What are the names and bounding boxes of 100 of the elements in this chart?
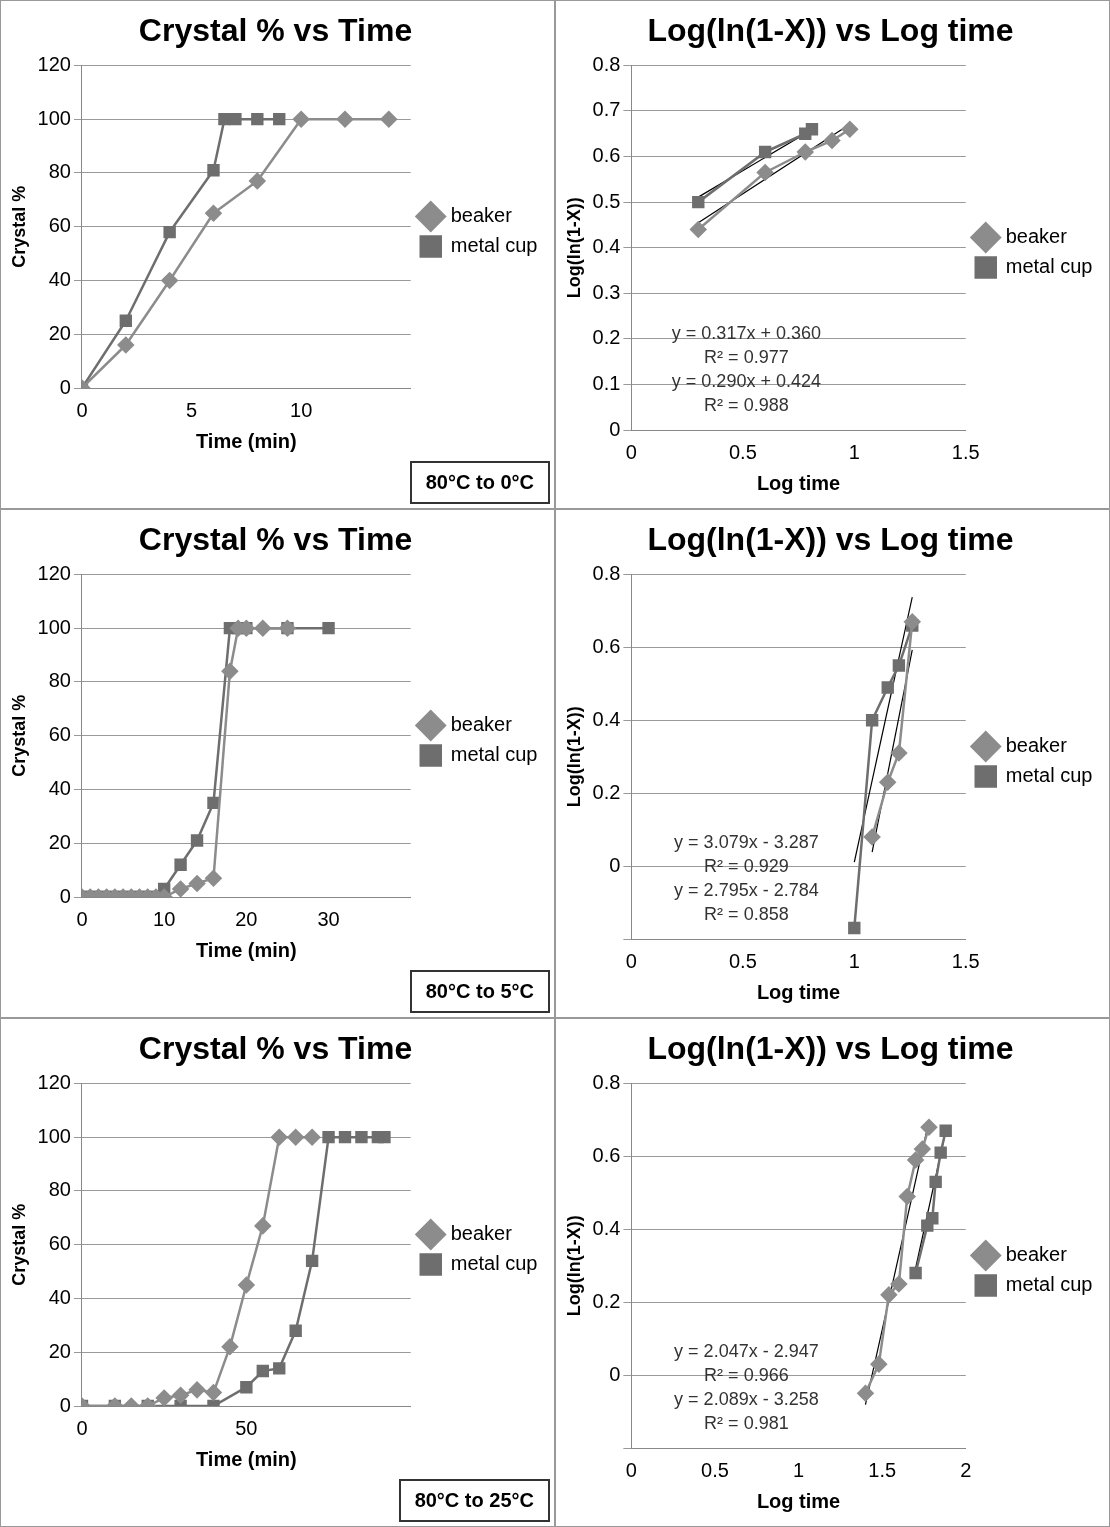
y-axis-title: Crystal % xyxy=(8,1203,29,1286)
y-tick-label: 80 xyxy=(48,1178,71,1201)
x-tick-label: 50 xyxy=(235,1416,258,1439)
x-tick-label: 30 xyxy=(317,907,340,930)
legend-label: metal cup xyxy=(450,234,538,257)
chart-title: Log(ln(1-X)) vs Log time xyxy=(647,12,1014,49)
y-tick-label: 120 xyxy=(37,1070,71,1093)
legend-label: beaker xyxy=(1005,225,1068,248)
legend-label: metal cup xyxy=(1005,255,1093,278)
chart-title: Crystal % vs Time xyxy=(138,1030,413,1067)
y-tick-label: 0.4 xyxy=(592,707,621,730)
x-axis-title: Time (min) xyxy=(195,1447,297,1470)
annotation: R² = 0.929 xyxy=(704,855,789,876)
x-tick-label: 0 xyxy=(625,440,637,463)
y-axis-title: Crystal % xyxy=(8,694,29,777)
x-tick-label: 5 xyxy=(186,398,198,421)
y-tick-label: 40 xyxy=(48,776,71,799)
y-tick-label: 80 xyxy=(48,669,71,692)
y-tick-label: 0.2 xyxy=(592,1289,621,1312)
x-tick-label: 20 xyxy=(235,907,258,930)
y-tick-label: 0.8 xyxy=(592,52,621,75)
y-tick-label: 0.2 xyxy=(592,326,621,349)
x-tick-label: 10 xyxy=(153,907,176,930)
x-tick-label: 0 xyxy=(76,398,88,421)
x-tick-label: 1 xyxy=(848,440,860,463)
x-tick-label: 1.5 xyxy=(951,949,980,972)
chart-title: Crystal % vs Time xyxy=(138,12,413,49)
y-tick-label: 0.6 xyxy=(592,1143,621,1166)
annotation: y = 2.047x - 2.947 xyxy=(674,1340,819,1361)
y-tick-label: 0.4 xyxy=(592,1216,621,1239)
y-tick-label: 0 xyxy=(609,853,621,876)
legend-label: beaker xyxy=(1005,734,1068,757)
annotation: R² = 0.966 xyxy=(704,1364,789,1385)
y-tick-label: 40 xyxy=(48,1285,71,1308)
y-tick-label: 0.7 xyxy=(592,98,621,121)
x-tick-label: 0.5 xyxy=(728,949,757,972)
y-tick-label: 100 xyxy=(37,1124,71,1147)
x-tick-label: 0.5 xyxy=(701,1458,729,1481)
annotation: R² = 0.981 xyxy=(704,1412,789,1433)
legend-label: beaker xyxy=(450,1222,513,1245)
x-axis-title: Log time xyxy=(756,1489,841,1512)
y-tick-label: 100 xyxy=(37,615,71,638)
y-tick-label: 40 xyxy=(48,267,71,290)
x-axis-title: Log time xyxy=(756,980,841,1003)
y-axis-title: Crystal % xyxy=(8,185,29,268)
y-tick-label: 0.6 xyxy=(592,634,621,657)
x-tick-label: 1 xyxy=(848,949,860,972)
y-tick-label: 0 xyxy=(609,1362,621,1385)
y-axis-title: Log(ln(1-X)) xyxy=(563,706,584,808)
annotation: R² = 0.977 xyxy=(704,346,789,367)
chart-title: Log(ln(1-X)) vs Log time xyxy=(647,521,1014,558)
y-tick-label: 0.4 xyxy=(592,235,621,258)
y-tick-label: 0 xyxy=(59,1393,71,1416)
x-tick-label: 0 xyxy=(625,949,637,972)
y-tick-label: 120 xyxy=(37,52,71,75)
y-tick-label: 120 xyxy=(37,561,71,584)
y-tick-label: 0.1 xyxy=(592,371,621,394)
x-tick-label: 0.5 xyxy=(728,440,757,463)
text: 80°C to 25°C xyxy=(398,1479,550,1522)
y-tick-label: 20 xyxy=(48,830,71,853)
y-tick-label: 60 xyxy=(48,723,71,746)
x-tick-label: 2 xyxy=(960,1458,972,1481)
annotation: R² = 0.988 xyxy=(704,394,789,415)
y-tick-label: 20 xyxy=(48,321,71,344)
y-tick-label: 0.8 xyxy=(592,561,621,584)
y-tick-label: 0 xyxy=(59,375,71,398)
legend-label: beaker xyxy=(1005,1243,1068,1266)
x-axis-title: Time (min) xyxy=(195,429,297,452)
y-tick-label: 0.5 xyxy=(592,189,621,212)
legend-label: beaker xyxy=(450,204,513,227)
chart-title: Log(ln(1-X)) vs Log time xyxy=(647,1030,1014,1067)
legend-label: metal cup xyxy=(1005,764,1093,787)
y-tick-label: 60 xyxy=(48,214,71,237)
y-tick-label: 0 xyxy=(609,417,621,440)
chart-title: Crystal % vs Time xyxy=(138,521,413,558)
y-tick-label: 20 xyxy=(48,1339,71,1362)
x-tick-label: 1.5 xyxy=(868,1458,897,1481)
y-tick-label: 0.6 xyxy=(592,144,621,167)
y-tick-label: 0.2 xyxy=(592,780,621,803)
annotation: R² = 0.858 xyxy=(704,903,789,924)
y-tick-label: 0.3 xyxy=(592,280,621,303)
annotation: y = 0.317x + 0.360 xyxy=(671,322,821,343)
x-tick-label: 1.5 xyxy=(951,440,980,463)
x-axis-title: Log time xyxy=(756,471,841,494)
annotation: y = 3.079x - 3.287 xyxy=(674,831,819,852)
text: 80°C to 5°C xyxy=(409,970,550,1013)
annotation: y = 0.290x + 0.424 xyxy=(671,370,821,391)
x-tick-label: 0 xyxy=(76,907,88,930)
x-tick-label: 0 xyxy=(625,1458,637,1481)
y-tick-label: 0.8 xyxy=(592,1070,621,1093)
x-tick-label: 10 xyxy=(290,398,313,421)
y-axis-title: Log(ln(1-X)) xyxy=(563,197,584,299)
y-tick-label: 0 xyxy=(59,884,71,907)
y-tick-label: 100 xyxy=(37,106,71,129)
annotation: y = 2.089x - 3.258 xyxy=(674,1388,819,1409)
legend-label: beaker xyxy=(450,713,513,736)
legend-label: metal cup xyxy=(450,1252,538,1275)
y-axis-title: Log(ln(1-X)) xyxy=(563,1215,584,1317)
y-tick-label: 60 xyxy=(48,1232,71,1255)
annotation: y = 2.795x - 2.784 xyxy=(674,879,819,900)
